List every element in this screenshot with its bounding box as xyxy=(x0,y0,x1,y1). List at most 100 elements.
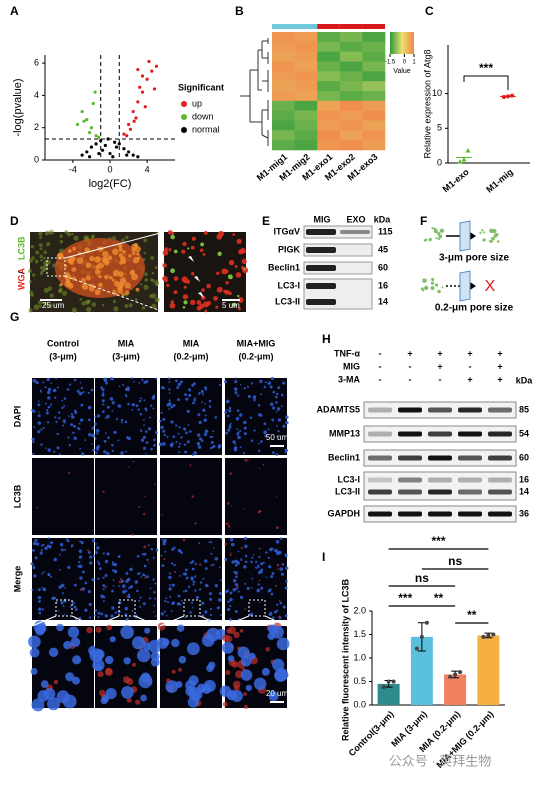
texture-dot xyxy=(178,667,183,672)
y-axis-title: Relative expression of Atg8 xyxy=(422,49,432,158)
texture-dot xyxy=(203,679,216,693)
texture-dot xyxy=(78,428,81,431)
texture-dot xyxy=(202,577,205,580)
texture-dot xyxy=(79,297,83,301)
texture-dot xyxy=(229,553,232,556)
texture-dot xyxy=(255,566,258,569)
texture-dot xyxy=(142,435,146,440)
texture-dot xyxy=(189,561,192,565)
scale-bar-label: 20 um xyxy=(266,689,289,698)
texture-dot xyxy=(80,387,84,390)
texture-dot xyxy=(227,655,235,662)
texture-dot xyxy=(40,680,49,688)
heatmap-cell xyxy=(272,71,295,82)
texture-dot xyxy=(182,590,186,593)
texture-dot xyxy=(231,661,239,668)
texture-dot xyxy=(278,615,281,618)
texture-dot xyxy=(234,610,238,613)
texture-dot xyxy=(204,402,206,405)
texture-dot xyxy=(210,440,214,445)
texture-dot xyxy=(80,541,84,545)
texture-dot xyxy=(234,563,238,567)
scale-bar-label: 25 um xyxy=(42,301,65,310)
heatmap-cell xyxy=(339,61,363,72)
texture-dot xyxy=(61,406,64,410)
texture-dot xyxy=(170,442,174,446)
texture-dot xyxy=(48,647,59,658)
texture-dot xyxy=(268,565,272,569)
texture-dot xyxy=(138,505,141,508)
point xyxy=(108,151,112,156)
texture-dot xyxy=(154,297,160,303)
point xyxy=(87,155,92,159)
roi-box xyxy=(248,599,266,617)
texture-dot xyxy=(428,238,432,242)
texture-dot xyxy=(112,585,115,587)
texture-dot xyxy=(88,432,92,437)
texture-dot xyxy=(238,249,244,255)
texture-dot xyxy=(66,388,70,391)
texture-dot xyxy=(229,591,233,595)
texture-dot xyxy=(139,429,143,432)
x-tick-label: -4 xyxy=(69,164,77,174)
texture-dot xyxy=(43,250,48,255)
texture-dot xyxy=(269,611,272,614)
texture-dot xyxy=(124,606,129,611)
texture-dot xyxy=(77,564,81,568)
column-header: (0.2-μm) xyxy=(173,351,208,361)
texture-dot xyxy=(36,623,47,634)
texture-dot xyxy=(47,573,51,577)
texture-dot xyxy=(97,616,100,619)
texture-dot xyxy=(196,305,202,311)
texture-dot xyxy=(39,265,44,270)
texture-dot xyxy=(203,432,208,437)
row-label: ITGαV xyxy=(273,226,300,236)
texture-dot xyxy=(191,495,194,498)
legend-title: Significant xyxy=(178,82,224,92)
heatmap-cell xyxy=(362,32,386,43)
heatmap-cell xyxy=(272,41,295,52)
texture-dot xyxy=(171,583,175,587)
texture-dot xyxy=(270,402,274,406)
texture-dot xyxy=(225,431,229,435)
texture-dot xyxy=(28,308,33,313)
texture-dot xyxy=(97,611,101,615)
texture-dot xyxy=(195,595,200,600)
texture-dot xyxy=(148,562,150,564)
heatmap-cell xyxy=(362,51,386,62)
band xyxy=(488,431,512,437)
texture-dot xyxy=(33,574,37,578)
treatment-sign: + xyxy=(497,361,502,371)
texture-dot xyxy=(78,422,81,425)
texture-dot xyxy=(41,586,43,589)
texture-dot xyxy=(105,668,113,676)
texture-dot xyxy=(424,238,428,242)
zoom-line xyxy=(199,615,223,627)
texture-dot xyxy=(177,382,182,387)
texture-dot xyxy=(72,655,82,665)
texture-dot xyxy=(176,386,180,390)
row-label: LC3B xyxy=(12,484,22,508)
texture-dot xyxy=(244,560,248,564)
texture-dot xyxy=(439,228,445,233)
texture-dot xyxy=(173,564,176,567)
texture-dot xyxy=(179,380,183,384)
arrowhead xyxy=(470,232,476,240)
texture-dot xyxy=(230,542,235,547)
texture-dot xyxy=(250,560,253,564)
texture-dot xyxy=(229,618,232,621)
point xyxy=(486,633,491,638)
texture-dot xyxy=(201,288,205,292)
texture-dot xyxy=(194,589,197,592)
texture-dot xyxy=(91,578,95,582)
texture-dot xyxy=(227,600,230,604)
texture-dot xyxy=(79,447,82,450)
texture-dot xyxy=(204,429,209,434)
texture-dot xyxy=(125,571,129,575)
texture-dot xyxy=(253,677,267,691)
texture-dot xyxy=(247,394,251,399)
bar xyxy=(444,674,467,705)
treatment-sign: + xyxy=(407,348,412,358)
texture-dot xyxy=(131,609,134,612)
texture-dot xyxy=(483,231,486,234)
